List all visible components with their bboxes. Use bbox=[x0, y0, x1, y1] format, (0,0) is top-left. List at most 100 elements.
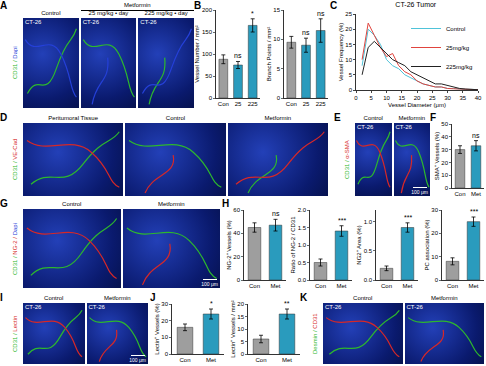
svg-text:25: 25 bbox=[429, 95, 436, 101]
svg-text:CT-26 Tumor: CT-26 Tumor bbox=[395, 1, 437, 8]
svg-text:20: 20 bbox=[414, 95, 421, 101]
svg-text:15: 15 bbox=[398, 95, 405, 101]
svg-text:30: 30 bbox=[161, 301, 168, 307]
svg-text:100: 100 bbox=[202, 51, 213, 57]
svg-text:ns: ns bbox=[317, 10, 325, 17]
svg-text:0: 0 bbox=[209, 95, 213, 101]
svg-text:20: 20 bbox=[237, 301, 244, 307]
svg-text:40: 40 bbox=[475, 95, 482, 101]
svg-text:10: 10 bbox=[441, 172, 448, 178]
svg-text:***: *** bbox=[338, 217, 346, 224]
svg-text:0: 0 bbox=[241, 351, 245, 357]
svg-text:40: 40 bbox=[441, 134, 448, 140]
svg-text:15: 15 bbox=[237, 314, 244, 320]
svg-text:Vessel Frequency (%): Vessel Frequency (%) bbox=[338, 23, 344, 82]
svg-text:30: 30 bbox=[444, 95, 451, 101]
svg-text:25: 25 bbox=[235, 101, 242, 107]
svg-text:1.5: 1.5 bbox=[298, 225, 307, 231]
svg-text:1.0: 1.0 bbox=[298, 242, 307, 248]
svg-text:Con: Con bbox=[454, 191, 465, 197]
svg-text:200: 200 bbox=[202, 7, 213, 13]
svg-text:Met: Met bbox=[206, 357, 216, 363]
svg-text:ns: ns bbox=[302, 29, 310, 36]
svg-text:10: 10 bbox=[431, 254, 438, 260]
svg-text:20: 20 bbox=[431, 230, 438, 236]
svg-text:50: 50 bbox=[441, 121, 448, 127]
svg-text:Branch Points / mm²: Branch Points / mm² bbox=[266, 27, 272, 81]
svg-text:0: 0 bbox=[445, 185, 449, 191]
svg-text:60: 60 bbox=[233, 207, 240, 213]
svg-text:***: *** bbox=[470, 208, 478, 215]
svg-text:0: 0 bbox=[354, 95, 358, 101]
svg-text:10: 10 bbox=[383, 95, 390, 101]
svg-text:NG-2⁺ Vessels (%): NG-2⁺ Vessels (%) bbox=[226, 220, 232, 270]
svg-text:40: 40 bbox=[233, 230, 240, 236]
svg-text:Lectin⁺ Vessels / mm²: Lectin⁺ Vessels / mm² bbox=[230, 300, 236, 357]
svg-text:0.0: 0.0 bbox=[364, 277, 373, 283]
svg-text:Control: Control bbox=[446, 26, 465, 32]
svg-text:25: 25 bbox=[303, 101, 310, 107]
svg-text:10: 10 bbox=[237, 326, 244, 332]
svg-text:30: 30 bbox=[441, 147, 448, 153]
svg-text:0.0: 0.0 bbox=[298, 277, 307, 283]
svg-text:10: 10 bbox=[273, 36, 280, 42]
svg-text:NG2⁺ Area (%): NG2⁺ Area (%) bbox=[356, 225, 362, 264]
svg-text:Met: Met bbox=[270, 283, 280, 289]
svg-text:ns: ns bbox=[272, 210, 280, 217]
svg-text:SMA⁺ Vessels (%): SMA⁺ Vessels (%) bbox=[434, 132, 440, 180]
svg-text:Met: Met bbox=[471, 191, 481, 197]
svg-text:Con: Con bbox=[381, 283, 392, 289]
svg-text:Vessel Diameter (μm): Vessel Diameter (μm) bbox=[388, 102, 446, 108]
svg-text:5: 5 bbox=[241, 339, 245, 345]
svg-text:10: 10 bbox=[161, 334, 168, 340]
svg-text:***: *** bbox=[404, 214, 412, 221]
svg-text:20: 20 bbox=[345, 26, 352, 32]
svg-text:5: 5 bbox=[277, 66, 281, 72]
svg-text:20: 20 bbox=[441, 160, 448, 166]
svg-text:0: 0 bbox=[237, 277, 241, 283]
svg-text:25mg/kg: 25mg/kg bbox=[446, 45, 469, 51]
svg-text:20: 20 bbox=[233, 254, 240, 260]
svg-text:5: 5 bbox=[370, 95, 374, 101]
svg-text:Met: Met bbox=[402, 283, 412, 289]
svg-text:0: 0 bbox=[435, 277, 439, 283]
svg-text:2.0: 2.0 bbox=[298, 207, 307, 213]
svg-text:Met: Met bbox=[336, 283, 346, 289]
svg-text:225mg/kg: 225mg/kg bbox=[446, 64, 472, 70]
svg-text:ns: ns bbox=[234, 52, 242, 59]
svg-text:0: 0 bbox=[165, 351, 169, 357]
svg-text:20: 20 bbox=[161, 318, 168, 324]
svg-text:Con: Con bbox=[315, 283, 326, 289]
svg-text:0.5: 0.5 bbox=[298, 260, 307, 266]
svg-text:150: 150 bbox=[202, 29, 213, 35]
svg-text:Con: Con bbox=[218, 101, 229, 107]
svg-text:Met: Met bbox=[282, 357, 292, 363]
svg-text:Con: Con bbox=[249, 283, 260, 289]
svg-text:0.5: 0.5 bbox=[364, 248, 373, 254]
svg-text:Ratio of NG-2 / CD31: Ratio of NG-2 / CD31 bbox=[290, 216, 296, 274]
svg-text:5: 5 bbox=[349, 72, 353, 78]
svg-text:*: * bbox=[251, 10, 254, 17]
svg-text:0: 0 bbox=[277, 95, 281, 101]
svg-text:Con: Con bbox=[286, 101, 297, 107]
svg-text:30: 30 bbox=[431, 207, 438, 213]
svg-text:Vessel Number / mm²: Vessel Number / mm² bbox=[194, 25, 200, 83]
svg-text:225: 225 bbox=[316, 101, 327, 107]
svg-text:Con: Con bbox=[179, 357, 190, 363]
svg-text:10: 10 bbox=[345, 57, 352, 63]
svg-text:1.0: 1.0 bbox=[364, 219, 373, 225]
svg-text:*: * bbox=[210, 300, 213, 307]
svg-text:PC association (%): PC association (%) bbox=[424, 219, 430, 270]
svg-text:Con: Con bbox=[255, 357, 266, 363]
svg-text:Con: Con bbox=[447, 283, 458, 289]
svg-text:50: 50 bbox=[205, 73, 212, 79]
svg-text:ns: ns bbox=[472, 132, 480, 139]
svg-text:15: 15 bbox=[273, 7, 280, 13]
svg-text:Met: Met bbox=[468, 283, 478, 289]
svg-text:15: 15 bbox=[345, 42, 352, 48]
svg-text:**: ** bbox=[284, 300, 290, 307]
svg-text:225: 225 bbox=[248, 101, 259, 107]
svg-text:25: 25 bbox=[345, 11, 352, 17]
svg-text:Lectin⁺ Vessels (%): Lectin⁺ Vessels (%) bbox=[154, 303, 160, 354]
svg-text:35: 35 bbox=[459, 95, 466, 101]
